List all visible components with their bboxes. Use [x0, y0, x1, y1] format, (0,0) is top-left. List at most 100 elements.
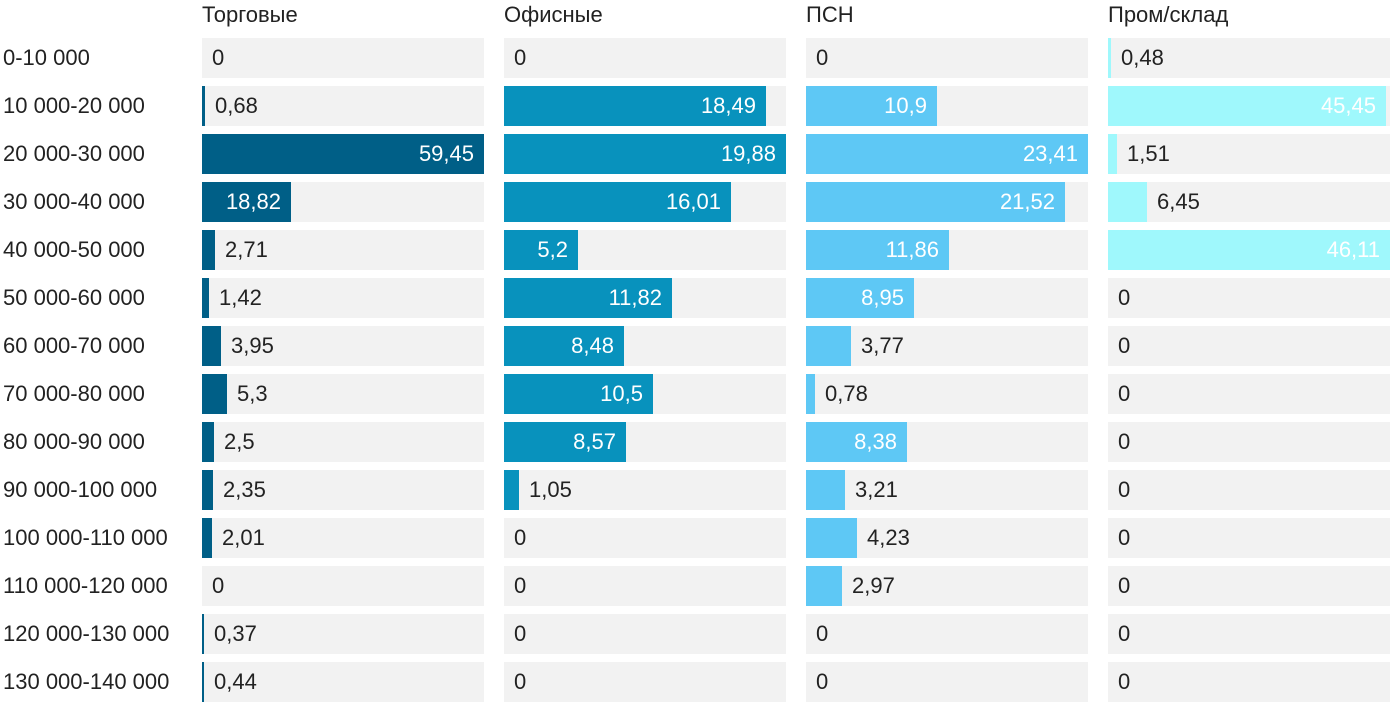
bar-track: 8,95 [806, 278, 1088, 318]
bar [806, 518, 857, 558]
bar-track: 5,3 [202, 374, 484, 414]
data-label: 16,01 [665, 189, 721, 214]
bar [202, 518, 212, 558]
bar [806, 182, 1065, 222]
bar [202, 134, 484, 174]
category-label: 0-10 000 [3, 45, 90, 70]
bar [806, 134, 1088, 174]
series-title: Торговые [202, 2, 298, 27]
data-label: 8,57 [573, 429, 616, 454]
bar [202, 326, 221, 366]
data-label: 19,88 [720, 141, 776, 166]
bar-track: 3,77 [806, 326, 1088, 366]
data-label: 0 [816, 669, 829, 694]
data-label: 11,86 [885, 237, 939, 262]
bar [806, 278, 914, 318]
bar-track: 16,01 [504, 182, 786, 222]
bar-track: 19,88 [504, 134, 786, 174]
data-label: 8,38 [854, 429, 897, 454]
category-label: 110 000-120 000 [3, 573, 168, 598]
bar-track: 10,5 [504, 374, 786, 414]
bar [806, 374, 815, 414]
category-label: 70 000-80 000 [3, 381, 145, 406]
data-label: 0 [514, 45, 527, 70]
bar-track: 0 [1108, 662, 1390, 702]
bar [806, 470, 845, 510]
bar [202, 470, 213, 510]
data-label: 18,82 [225, 189, 281, 214]
bar [504, 86, 766, 126]
data-label: 2,01 [222, 525, 265, 550]
category-label: 90 000-100 000 [3, 477, 158, 502]
category-label: 30 000-40 000 [3, 189, 145, 214]
bar-track: 0 [504, 518, 786, 558]
bar-track: 0 [202, 566, 484, 606]
data-label: 0 [514, 525, 527, 550]
bar-track: 0 [504, 566, 786, 606]
bar [504, 134, 786, 174]
data-label: 0 [514, 669, 527, 694]
bar-track: 18,82 [202, 182, 484, 222]
bar-track: 3,95 [202, 326, 484, 366]
bar-track: 21,52 [806, 182, 1088, 222]
bar-track: 0 [1108, 374, 1390, 414]
data-label: 46,11 [1326, 237, 1380, 262]
data-label: 0 [1118, 621, 1131, 646]
category-label: 20 000-30 000 [3, 141, 145, 166]
data-label: 1,42 [219, 285, 262, 310]
bar [202, 278, 209, 318]
bar-track: 1,05 [504, 470, 786, 510]
data-label: 0 [1118, 525, 1131, 550]
bar-track: 0 [806, 662, 1088, 702]
bar-track: 0,68 [202, 86, 484, 126]
bar-track: 46,11 [1108, 230, 1390, 270]
data-label: 21,52 [999, 189, 1055, 214]
bar [504, 374, 653, 414]
bar [1108, 182, 1147, 222]
data-label: 3,21 [855, 477, 898, 502]
data-label: 0 [1118, 477, 1131, 502]
bar-track: 2,71 [202, 230, 484, 270]
bar-track: 59,45 [202, 134, 484, 174]
category-label: 10 000-20 000 [3, 93, 145, 118]
bar [806, 230, 949, 270]
bar [504, 422, 626, 462]
data-label: 0 [1118, 573, 1131, 598]
data-label: 2,35 [223, 477, 266, 502]
bar-track: 0 [504, 614, 786, 654]
bar-track: 0 [202, 38, 484, 78]
data-label: 0,37 [214, 621, 257, 646]
category-label: 60 000-70 000 [3, 333, 145, 358]
bar-track: 0 [1108, 278, 1390, 318]
bar-track: 1,51 [1108, 134, 1390, 174]
bar-track: 0 [1108, 518, 1390, 558]
data-label: 5,2 [537, 237, 568, 262]
category-label: 80 000-90 000 [3, 429, 145, 454]
bar [504, 326, 624, 366]
data-label: 0,44 [214, 669, 257, 694]
category-label: 100 000-110 000 [3, 525, 168, 550]
data-label: 2,97 [852, 573, 895, 598]
data-label: 6,45 [1157, 189, 1200, 214]
bar-track: 45,45 [1108, 86, 1390, 126]
bar [1108, 230, 1390, 270]
bar-track: 3,21 [806, 470, 1088, 510]
bar [202, 230, 215, 270]
bar-track: 0 [1108, 614, 1390, 654]
data-label: 18,49 [700, 93, 756, 118]
bar [504, 230, 578, 270]
bar-track: 0 [504, 662, 786, 702]
bar-track: 1,42 [202, 278, 484, 318]
bar [1108, 134, 1117, 174]
series-title: Офисные [504, 2, 603, 27]
data-label: 0 [1118, 381, 1131, 406]
bar [806, 566, 842, 606]
category-label: 130 000-140 000 [3, 669, 170, 694]
bar-track: 0 [1108, 326, 1390, 366]
bar-track: 0,48 [1108, 38, 1390, 78]
bar-track: 11,82 [504, 278, 786, 318]
series-title: Пром/склад [1108, 2, 1229, 27]
bar-track: 5,2 [504, 230, 786, 270]
data-label: 0 [1118, 285, 1131, 310]
bar-track: 23,41 [806, 134, 1088, 174]
